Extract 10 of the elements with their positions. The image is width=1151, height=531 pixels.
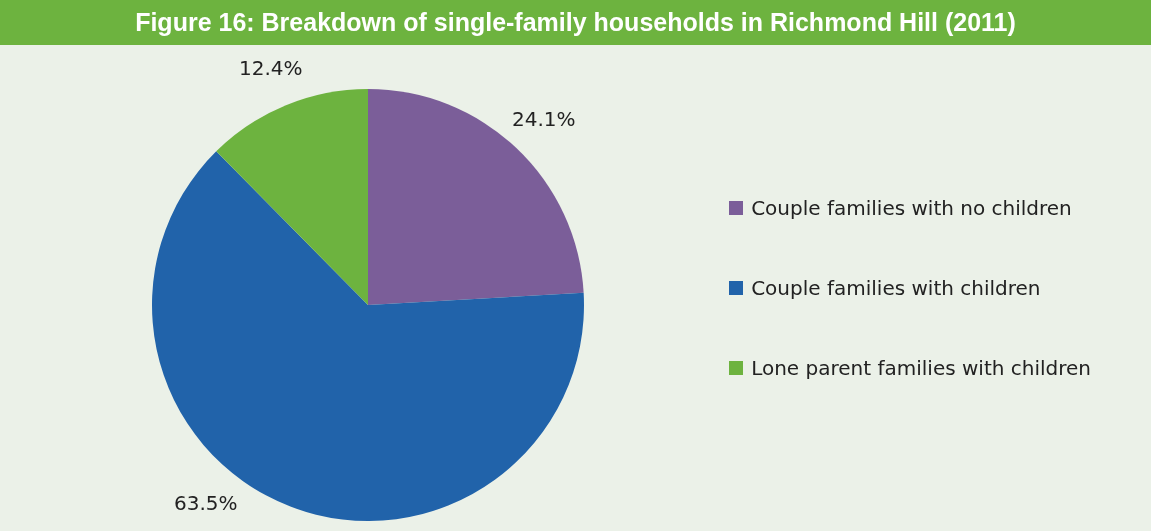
legend-label: Couple families with no children xyxy=(751,196,1072,220)
data-label: 12.4% xyxy=(239,56,303,81)
pie-slice xyxy=(152,151,584,521)
legend-label: Couple families with children xyxy=(751,276,1041,300)
data-label: 63.5% xyxy=(173,491,238,515)
legend-label: Lone parent families with children xyxy=(751,356,1091,380)
pie-slice xyxy=(216,89,368,305)
data-label: 24.1% xyxy=(512,106,576,131)
chart-title: Figure 16: Breakdown of single-family households in Richmond Hill (2011) xyxy=(0,0,1151,45)
pie-slice xyxy=(368,89,584,305)
